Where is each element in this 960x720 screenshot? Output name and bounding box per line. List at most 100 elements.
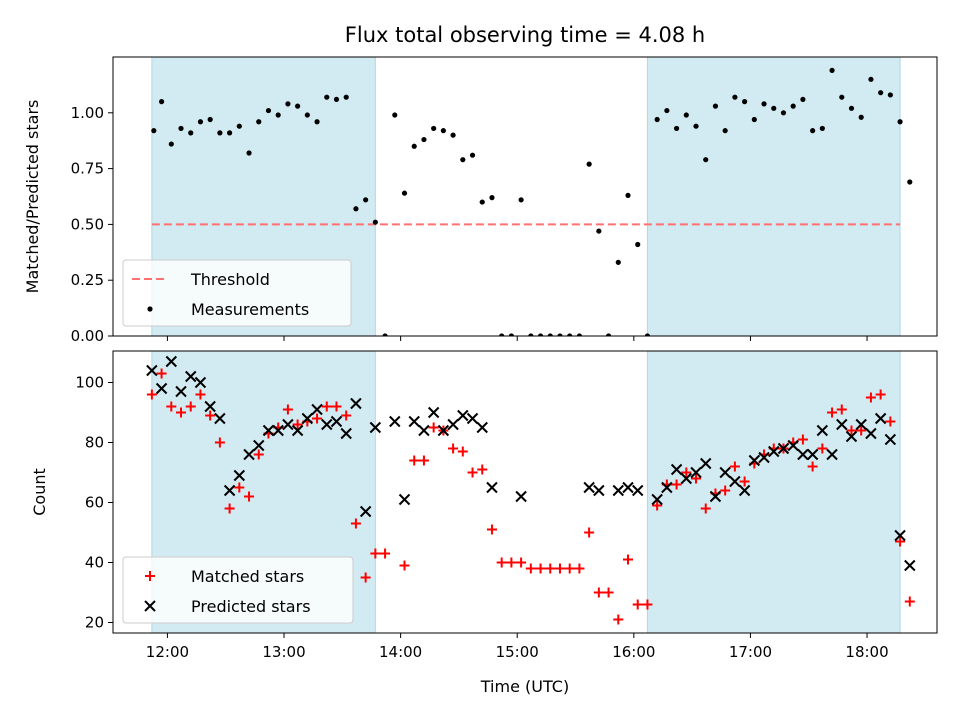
predicted-marker [291,424,304,437]
measurement-point [256,119,262,125]
measurement-point [557,333,563,336]
y-tick-label: 80 [85,434,104,452]
matched-marker [865,392,876,403]
predicted-marker [583,481,595,494]
predicted-marker [155,382,168,395]
measurement-point [489,195,495,201]
matched-marker [244,491,255,502]
matched-marker [691,473,702,484]
measurement-point [887,92,893,98]
measurement-point [693,123,699,129]
predicted-marker [486,481,498,494]
matched-marker [720,485,731,496]
matched-marker [535,563,546,574]
matched-marker [554,563,565,574]
predicted-marker [894,529,906,542]
matched-marker [593,587,604,598]
predicted-marker [418,424,430,437]
predicted-marker [165,355,178,368]
predicted-marker [758,451,770,464]
measurement-point [499,333,505,336]
matched-marker [564,563,575,574]
measurement-point [411,143,417,149]
measurement-point [314,119,320,125]
measurement-point [460,157,466,163]
predicted-marker [175,385,187,398]
predicted-marker [845,430,858,443]
legend-predicted-swatch [144,600,156,612]
predicted-marker [194,376,207,389]
markers [151,67,913,336]
measurement-point [440,128,446,134]
matched-marker [506,557,517,568]
predicted-marker [719,466,731,479]
measurement-point [372,219,378,225]
predicted-marker [855,418,867,431]
matched-marker [652,500,663,511]
y-tick-label: 0.25 [71,271,104,289]
predicted-marker [622,481,634,494]
measurement-point [673,125,680,132]
predicted-marker [204,400,216,413]
matched-marker [836,404,847,415]
measurement-point [285,101,291,107]
measurement-point [343,94,349,100]
measurement-point [654,116,660,123]
matched-marker [739,476,750,487]
predicted-marker [437,424,450,437]
measurement-point [547,333,553,336]
y-tick-label: 60 [85,494,104,512]
measurement-point [392,112,398,118]
x-axis-label: Time (UTC) [480,677,569,696]
predicted-marker [262,424,275,437]
markers [146,355,916,625]
predicted-marker [700,457,712,470]
x-tick-label: 12:00 [146,643,189,661]
matched-marker [477,464,488,475]
measurement-point [761,101,767,107]
y-tick-label: 40 [85,554,104,572]
measurement-point [178,125,184,132]
y-tick-label: 0.00 [71,327,104,345]
matched-marker [448,443,459,454]
matched-marker [399,560,410,571]
y-axis-label: Count [30,468,49,516]
measurement-point [819,125,825,132]
predicted-marker [282,418,294,431]
matched-marker [545,563,556,574]
predicted-marker [233,469,246,482]
measurement-point [683,112,689,118]
predicted-marker [466,412,479,425]
matched-marker [380,548,391,559]
matched-marker [632,599,643,610]
measurement-point [878,90,884,96]
measurement-point [151,128,157,134]
matched-marker [817,443,828,454]
matched-marker [885,416,896,427]
measurement-point [421,136,427,143]
predicted-marker [670,463,683,476]
measurement-point [168,141,174,147]
predicted-marker [340,427,352,440]
predicted-marker [389,415,401,428]
matched-marker [681,467,692,478]
predicted-marker [593,484,605,497]
y-axis-label: Matched/Predicted stars [23,100,42,294]
measurement-point [197,119,204,125]
measurement-point [508,333,514,336]
measurement-point [848,105,855,111]
predicted-marker [369,421,382,434]
measurement-point [236,123,242,129]
predicted-marker [836,418,848,431]
legend-box [122,259,352,327]
measurement-point [518,197,524,203]
measurement-point [644,333,651,336]
matched-marker [292,419,303,430]
measurement-point [625,192,631,198]
matched-marker [341,410,352,421]
x-tick-label: 16:00 [612,643,655,661]
measurement-point [829,67,835,73]
matched-marker [312,413,323,424]
matched-marker [331,401,342,412]
legend-label: Threshold [190,270,270,289]
